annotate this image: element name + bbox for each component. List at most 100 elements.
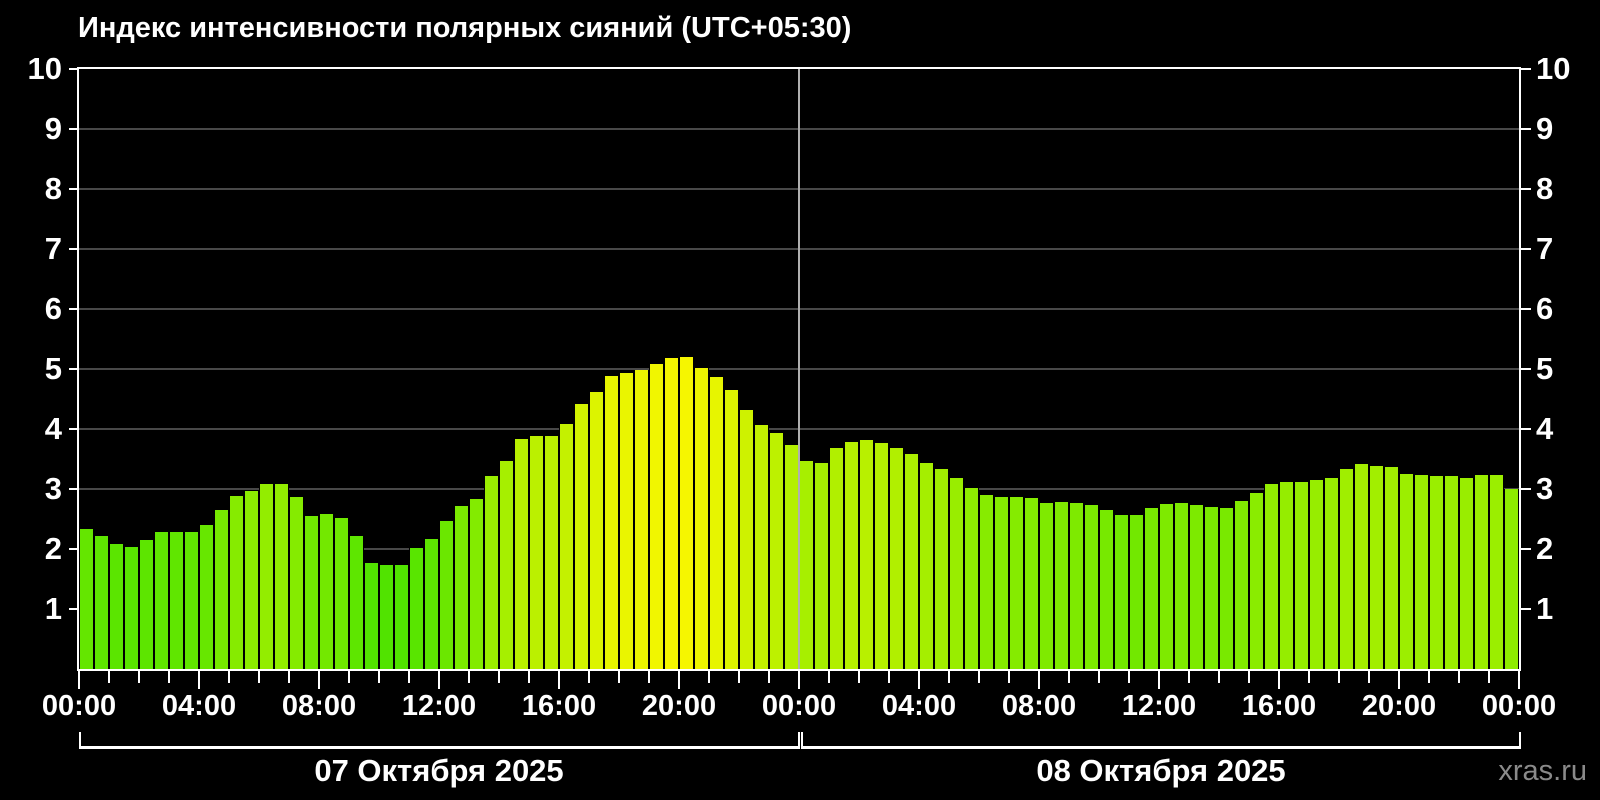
x-major-tick	[918, 671, 920, 689]
x-major-tick	[1038, 671, 1040, 689]
bar	[994, 497, 1009, 669]
y-tick	[1521, 548, 1531, 550]
day1-bracket	[79, 732, 800, 749]
bar	[274, 484, 289, 669]
bar	[394, 565, 409, 669]
y-tick-label: 8	[1536, 171, 1554, 206]
bar	[439, 521, 454, 669]
x-minor-tick	[978, 671, 980, 683]
chart-title: Индекс интенсивности полярных сияний (UT…	[78, 12, 852, 44]
bar	[559, 424, 574, 669]
y-tick	[69, 248, 79, 250]
bar	[499, 461, 514, 669]
bar	[859, 440, 874, 669]
y-tick	[69, 488, 79, 490]
bar	[454, 506, 469, 669]
x-tick-label: 08:00	[281, 690, 357, 722]
plot-area	[79, 69, 1519, 669]
y-tick-label: 9	[44, 111, 62, 146]
y-tick-label: 2	[44, 531, 62, 566]
bar	[664, 358, 679, 669]
x-major-tick	[1158, 671, 1160, 689]
bar	[1384, 467, 1399, 669]
x-minor-tick	[258, 671, 260, 683]
bar	[964, 488, 979, 669]
y-tick-label: 10	[1536, 51, 1571, 86]
y-tick-label: 5	[44, 351, 62, 386]
x-minor-tick	[1008, 671, 1010, 683]
x-minor-tick	[618, 671, 620, 683]
x-tick-label: 20:00	[1361, 690, 1437, 722]
bar	[1429, 476, 1444, 669]
x-tick-label: 00:00	[761, 690, 837, 722]
axis-line	[77, 67, 1521, 69]
bar	[289, 497, 304, 669]
axis-line	[77, 669, 1521, 671]
bar	[1204, 507, 1219, 669]
y-tick-label: 9	[1536, 111, 1554, 146]
y-tick	[1521, 608, 1531, 610]
bar	[1444, 476, 1459, 669]
x-minor-tick	[1428, 671, 1430, 683]
y-tick-label: 10	[27, 51, 62, 86]
bar	[79, 529, 94, 669]
bar	[139, 540, 154, 669]
bar	[1354, 464, 1369, 669]
bar	[319, 514, 334, 669]
bar	[409, 548, 424, 669]
bar	[544, 436, 559, 669]
y-tick	[1521, 488, 1531, 490]
bar	[1024, 498, 1039, 669]
x-minor-tick	[948, 671, 950, 683]
bar	[1489, 475, 1504, 669]
bar	[1009, 497, 1024, 669]
y-tick-label: 1	[44, 591, 62, 626]
x-major-tick	[1518, 671, 1520, 689]
x-minor-tick	[1218, 671, 1220, 683]
bar	[904, 454, 919, 669]
bar	[934, 469, 949, 669]
x-minor-tick	[228, 671, 230, 683]
bar	[679, 357, 694, 669]
bar	[634, 370, 649, 669]
x-tick-label: 12:00	[401, 690, 477, 722]
bar	[199, 525, 214, 669]
x-tick-label: 08:00	[1001, 690, 1077, 722]
bar	[1219, 508, 1234, 669]
bar	[739, 410, 754, 669]
bar	[1114, 515, 1129, 669]
day2-bracket	[801, 732, 1521, 749]
x-tick-label: 00:00	[1481, 690, 1557, 722]
x-minor-tick	[108, 671, 110, 683]
y-tick	[1521, 368, 1531, 370]
bar	[784, 445, 799, 669]
axis-line	[1519, 67, 1521, 671]
bar	[799, 461, 814, 669]
bar	[379, 565, 394, 669]
x-tick-label: 20:00	[641, 690, 717, 722]
y-tick-label: 2	[1536, 531, 1554, 566]
bar	[1129, 515, 1144, 669]
bar	[1189, 505, 1204, 669]
x-minor-tick	[1128, 671, 1130, 683]
x-tick-label: 04:00	[161, 690, 237, 722]
y-tick-label: 4	[1536, 411, 1554, 446]
y-tick	[1521, 308, 1531, 310]
bar	[844, 442, 859, 669]
bar	[1414, 475, 1429, 669]
bar	[214, 510, 229, 669]
x-minor-tick	[1098, 671, 1100, 683]
y-tick	[69, 68, 79, 70]
bar	[619, 373, 634, 669]
bar	[1159, 504, 1174, 669]
bar	[589, 392, 604, 669]
y-tick-label: 7	[1536, 231, 1554, 266]
y-tick-label: 1	[1536, 591, 1554, 626]
bar	[349, 536, 364, 669]
watermark: xras.ru	[1498, 755, 1587, 787]
y-tick	[69, 128, 79, 130]
bar	[1069, 503, 1084, 669]
bar	[604, 376, 619, 669]
x-minor-tick	[468, 671, 470, 683]
